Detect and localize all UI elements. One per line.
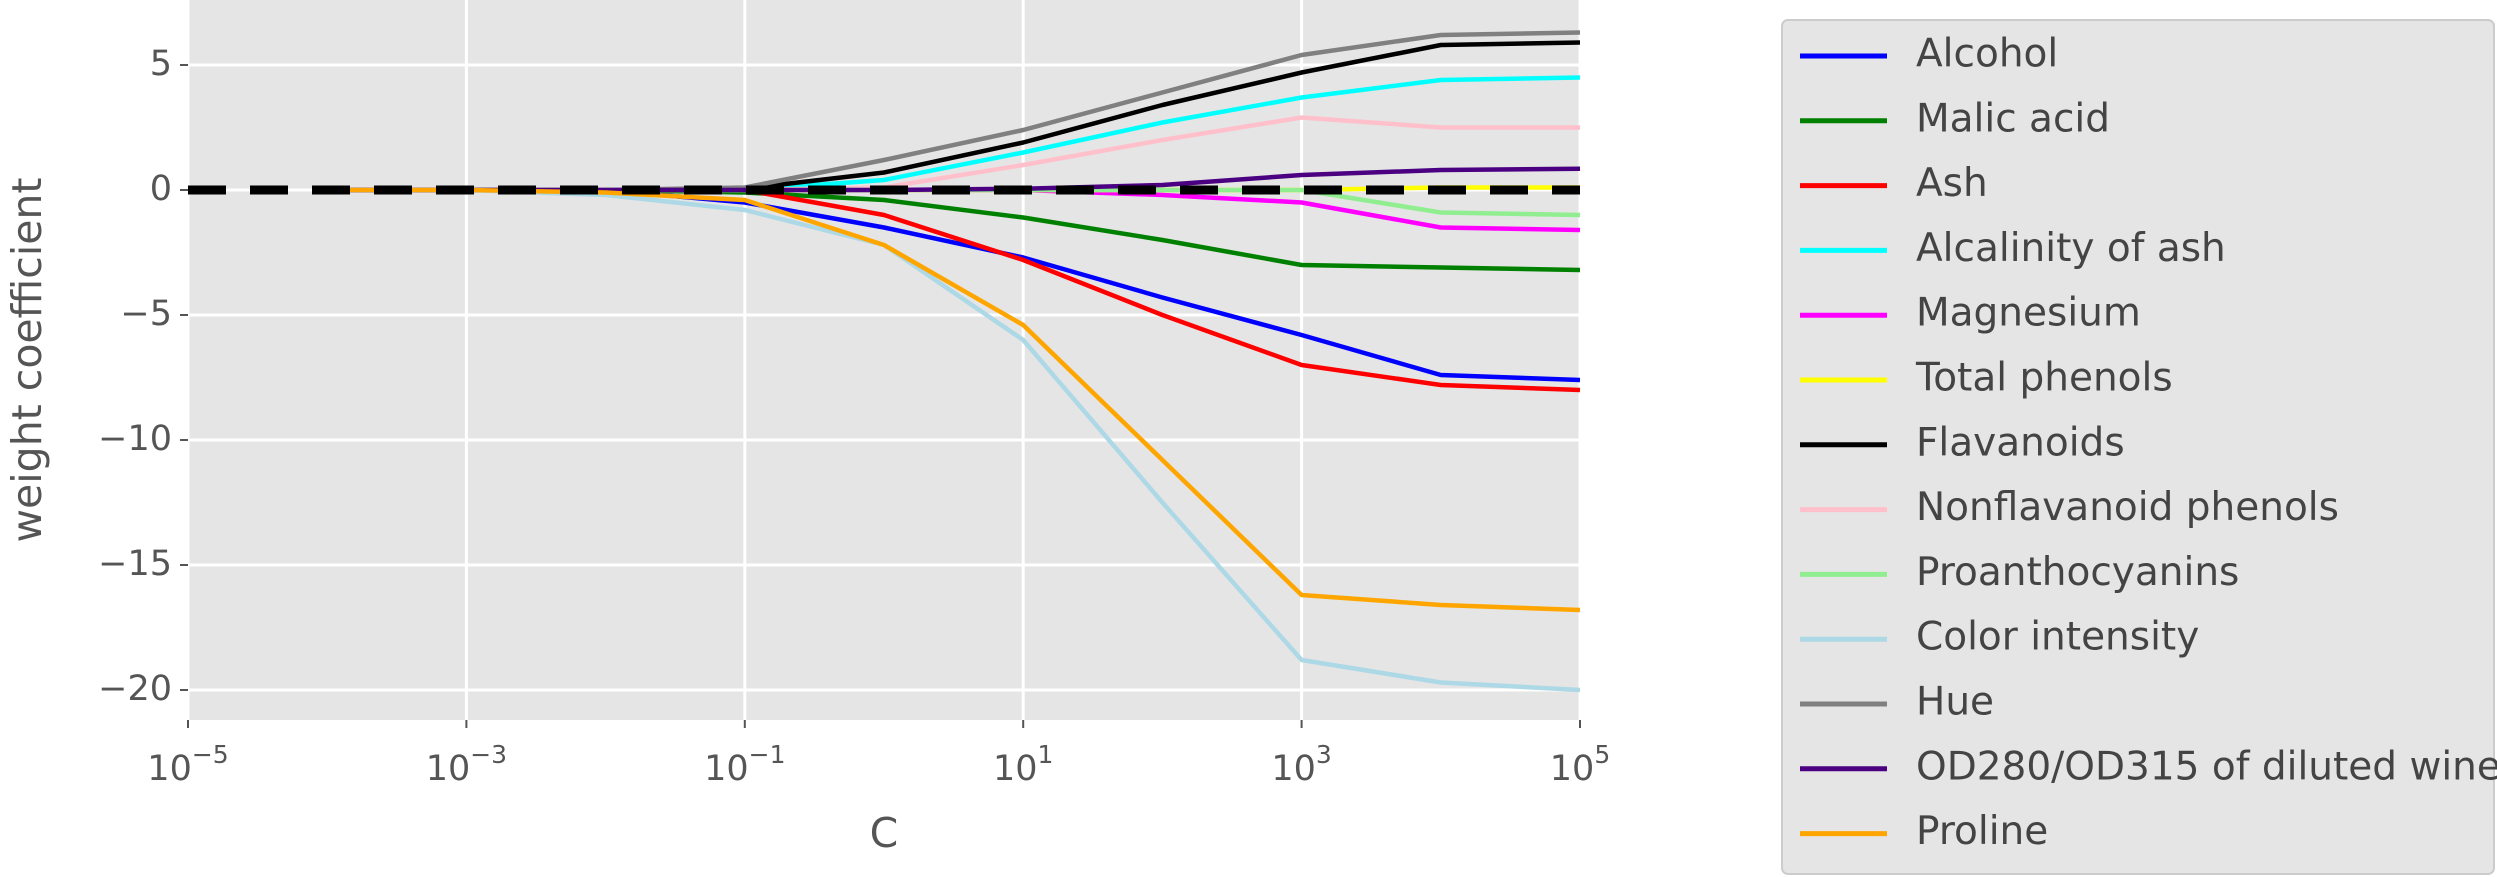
legend-label: Nonflavanoid phenols — [1916, 485, 2339, 530]
y-axis-label: weight coefficient — [3, 178, 51, 543]
legend-label: Magnesium — [1916, 291, 2141, 336]
legend-label: Color intensity — [1916, 615, 2199, 660]
legend-label: OD280/OD315 of diluted wines — [1916, 744, 2497, 789]
x-tick-label: 103 — [1271, 740, 1331, 789]
x-axis-label: C — [870, 809, 899, 857]
legend-label: Hue — [1916, 680, 1994, 725]
x-tick-label: 10−3 — [426, 740, 507, 789]
y-tick-label: 5 — [150, 44, 172, 84]
legend-label: Flavanoids — [1916, 420, 2125, 465]
x-tick-label: 10−1 — [704, 740, 785, 789]
y-tick-label: −5 — [120, 294, 172, 334]
y-tick-label: 0 — [150, 169, 172, 209]
plot-area — [188, 0, 1580, 720]
legend-label: Proanthocyanins — [1916, 550, 2239, 595]
legend: Alcohol Malic acid Ash Alcalinity of ash Mag… — [1781, 19, 2497, 875]
x-tick-label: 101 — [993, 740, 1053, 789]
legend-label: Malic acid — [1916, 96, 2110, 141]
y-tick-label: −15 — [98, 544, 172, 584]
y-tick-label: −10 — [98, 419, 172, 459]
legend-label: Alcohol — [1916, 32, 2058, 77]
x-tick-label: 10−5 — [147, 740, 228, 789]
legend-label: Ash — [1916, 161, 1988, 206]
legend-label: Total phenols — [1915, 356, 2173, 401]
legend-label: Alcalinity of ash — [1916, 226, 2226, 271]
y-tick-label: −20 — [98, 669, 172, 709]
ticks: −20 −15 −10 −5 0 5 10−5 10−3 10−1 101 103 105 — [98, 44, 1610, 789]
legend-box — [1781, 19, 2495, 875]
lines — [188, 30, 1581, 693]
legend-label: Proline — [1916, 809, 2048, 854]
x-tick-label: 105 — [1550, 740, 1610, 789]
